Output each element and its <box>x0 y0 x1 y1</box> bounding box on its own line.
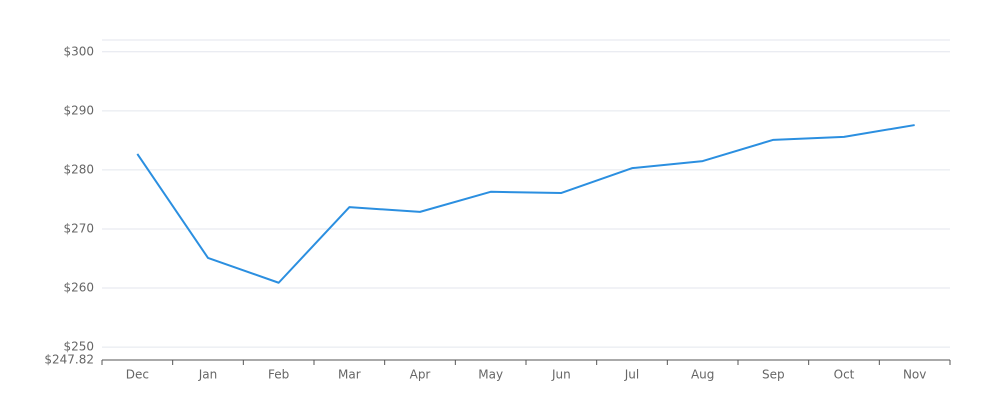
line-series <box>136 124 915 284</box>
y-tick-label: $280 <box>63 162 94 176</box>
x-tick-label: Aug <box>691 368 714 382</box>
y-tick-label: $290 <box>63 103 94 117</box>
y-tick-label: $247.82 <box>44 353 94 367</box>
x-tick-label: Apr <box>410 368 431 382</box>
y-tick-label: $250 <box>63 340 94 354</box>
x-tick-label: Feb <box>268 368 289 382</box>
x-tick-label: Mar <box>338 368 361 382</box>
y-tick-label: $260 <box>63 281 94 295</box>
y-tick-label: $270 <box>63 221 94 235</box>
x-tick-label: Jul <box>624 368 639 382</box>
x-tick-label: Oct <box>834 368 855 382</box>
x-tick-label: Jan <box>198 368 218 382</box>
x-tick-label: May <box>478 368 503 382</box>
x-tick-label: Nov <box>903 368 926 382</box>
x-tick-label: Jun <box>551 368 571 382</box>
x-tick-label: Sep <box>762 368 785 382</box>
x-tick-label: Dec <box>126 368 149 382</box>
y-tick-label: $300 <box>63 44 94 58</box>
